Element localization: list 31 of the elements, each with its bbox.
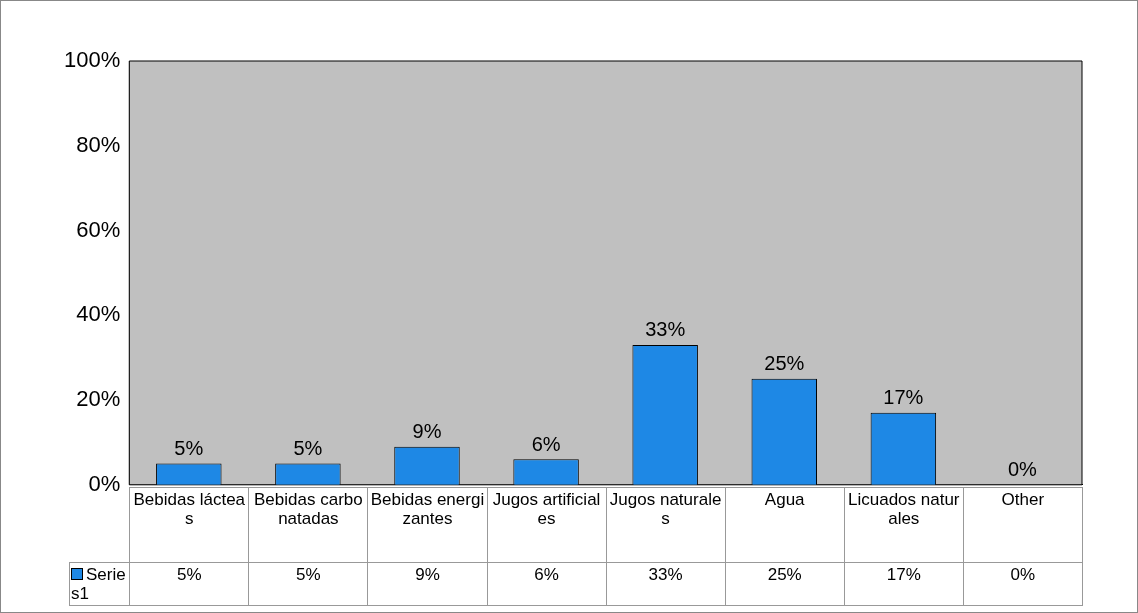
x-tick-label: Jugos artificiales bbox=[487, 487, 607, 563]
x-tick-label: Other bbox=[963, 487, 1083, 563]
text: 5% bbox=[174, 437, 204, 460]
legend-label: Series1 bbox=[71, 564, 126, 603]
data-label: 0% bbox=[963, 562, 1083, 606]
text: 17% bbox=[883, 386, 924, 409]
data-label: 9% bbox=[367, 562, 487, 606]
y-tick-label: 0% bbox=[88, 470, 121, 496]
text: 25% bbox=[764, 352, 805, 375]
data-label: 6% bbox=[487, 562, 607, 606]
x-tick-label: Bebidas lácteas bbox=[129, 487, 249, 563]
x-tick-label: Bebidas energizantes bbox=[367, 487, 487, 563]
data-label: 5% bbox=[248, 562, 368, 606]
x-tick-label: Bebidas carbonatadas bbox=[248, 487, 368, 563]
y-tick-label: 20% bbox=[76, 386, 121, 412]
y-tick-label: 60% bbox=[76, 216, 121, 242]
y-tick-label: 40% bbox=[76, 301, 121, 327]
text: 5% bbox=[293, 437, 323, 460]
x-tick-label: Licuados naturales bbox=[844, 487, 964, 563]
text: 6% bbox=[531, 432, 561, 455]
data-label: 33% bbox=[606, 562, 726, 606]
x-tick-label: Jugos naturales bbox=[606, 487, 726, 563]
y-tick-label: 80% bbox=[76, 131, 121, 157]
x-tick-label: Agua bbox=[725, 487, 845, 563]
data-label: 5% bbox=[129, 562, 249, 606]
y-tick-label: 100% bbox=[63, 47, 121, 73]
text: 33% bbox=[645, 318, 686, 341]
text: 0% bbox=[1008, 458, 1037, 481]
data-label: 25% bbox=[725, 562, 845, 606]
data-label: 17% bbox=[844, 562, 964, 606]
text: 9% bbox=[412, 420, 442, 443]
